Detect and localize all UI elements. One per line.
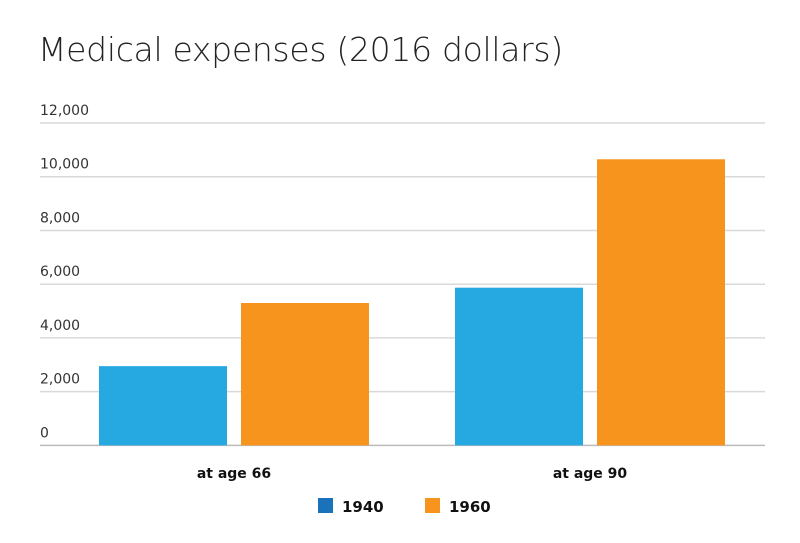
y-tick-label: 0	[40, 425, 49, 441]
bar-1960-0	[241, 303, 369, 446]
legend-label: 1940	[342, 498, 384, 516]
chart-title: Medical expenses (2016 dollars)	[38, 30, 563, 69]
y-tick-label: 2,000	[40, 372, 80, 388]
bar-1940-1	[455, 287, 583, 446]
y-tick-label: 10,000	[40, 157, 89, 173]
legend-label: 1960	[449, 498, 491, 516]
y-tick-label: 6,000	[40, 264, 80, 280]
legend-swatch-1960	[425, 498, 440, 513]
y-tick-label: 8,000	[40, 210, 80, 226]
y-tick-label: 12,000	[40, 103, 89, 119]
x-category-label: at age 66	[197, 466, 271, 482]
bar-1960-1	[597, 159, 725, 446]
legend-swatch-1940	[318, 498, 333, 513]
bar-1940-0	[99, 366, 227, 446]
x-category-label: at age 90	[553, 466, 628, 482]
y-tick-label: 4,000	[40, 318, 80, 334]
